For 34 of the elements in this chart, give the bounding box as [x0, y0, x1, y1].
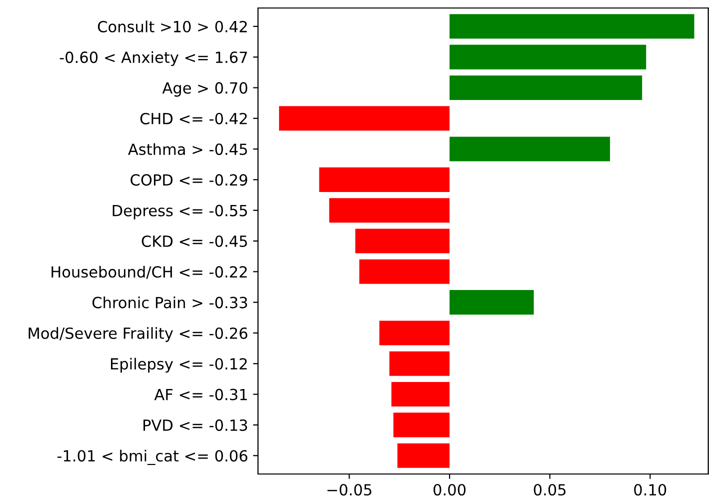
y-tick-label: Epilepsy <= -0.12 — [110, 358, 247, 373]
bar — [379, 320, 450, 346]
y-tick-label: Chronic Pain > -0.33 — [92, 296, 248, 308]
bar — [359, 259, 450, 284]
bar — [389, 351, 450, 376]
y-tick-label: Age > 0.70 — [162, 82, 248, 97]
y-tick-label: AF <= -0.31 — [154, 388, 247, 400]
x-tick-label: 0.10 — [634, 484, 666, 496]
x-tick-label: −0.05 — [327, 484, 372, 496]
y-tick-label: Depress <= -0.55 — [112, 204, 247, 220]
y-tick-label: COPD <= -0.29 — [130, 174, 248, 186]
x-tick-label: 0.00 — [434, 484, 466, 496]
y-tick-label: CHD <= -0.42 — [140, 112, 247, 124]
bar — [319, 167, 450, 192]
y-tick-label: CKD <= -0.45 — [142, 235, 247, 248]
y-tick-label: PVD <= -0.13 — [144, 419, 248, 431]
bar — [393, 412, 450, 438]
x-tick-label: 0.05 — [534, 484, 566, 496]
bar — [279, 106, 450, 131]
bar — [450, 290, 534, 315]
y-tick-label: Housebound/CH <= -0.22 — [52, 266, 247, 279]
bar — [391, 382, 450, 407]
y-tick-label: -0.60 < Anxiety <= 1.67 — [60, 51, 247, 66]
y-tick-label: -1.01 < bmi_cat <= 0.06 — [57, 450, 248, 466]
y-tick-label: Mod/Severe Fraility <= -0.26 — [28, 327, 248, 342]
bar — [450, 136, 610, 162]
bar — [329, 198, 450, 223]
bar — [397, 443, 450, 468]
bar — [450, 14, 694, 39]
bar — [355, 228, 450, 254]
bar — [450, 75, 642, 100]
y-tick-label: Asthma > -0.45 — [128, 143, 247, 156]
y-tick-label: Consult >10 > 0.42 — [98, 20, 247, 32]
bar — [450, 44, 646, 70]
